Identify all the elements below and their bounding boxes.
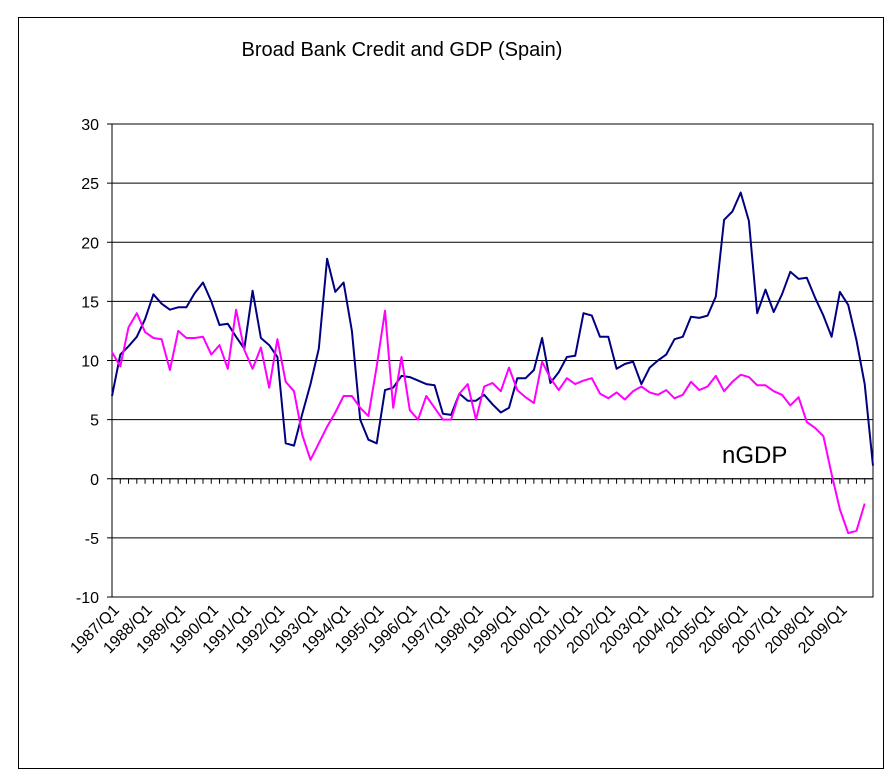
series-line-1: [111, 308, 866, 535]
axis-layer: [107, 123, 874, 598]
y-tick-label: 15: [81, 294, 99, 311]
chart-frame: [18, 17, 884, 769]
y-tick-label: 20: [81, 235, 99, 252]
series-layer: [111, 191, 874, 535]
series-line-0: [111, 191, 874, 466]
y-tick-label: 30: [81, 117, 99, 134]
y-tick-label: -5: [85, 531, 99, 548]
y-tick-label: 10: [81, 354, 99, 371]
grid-layer: [112, 123, 873, 598]
label-layer: 302520151050-5-101987/Q11988/Q11989/Q119…: [67, 117, 850, 657]
y-tick-label: 25: [81, 176, 99, 193]
ngdp-annotation: nGDP: [722, 442, 787, 469]
y-tick-label: -10: [76, 590, 99, 607]
y-tick-label: 0: [90, 472, 99, 489]
plot-area-border: [111, 123, 874, 598]
chart-title: Broad Bank Credit and GDP (Spain): [242, 39, 563, 61]
y-tick-label: 5: [90, 413, 99, 430]
